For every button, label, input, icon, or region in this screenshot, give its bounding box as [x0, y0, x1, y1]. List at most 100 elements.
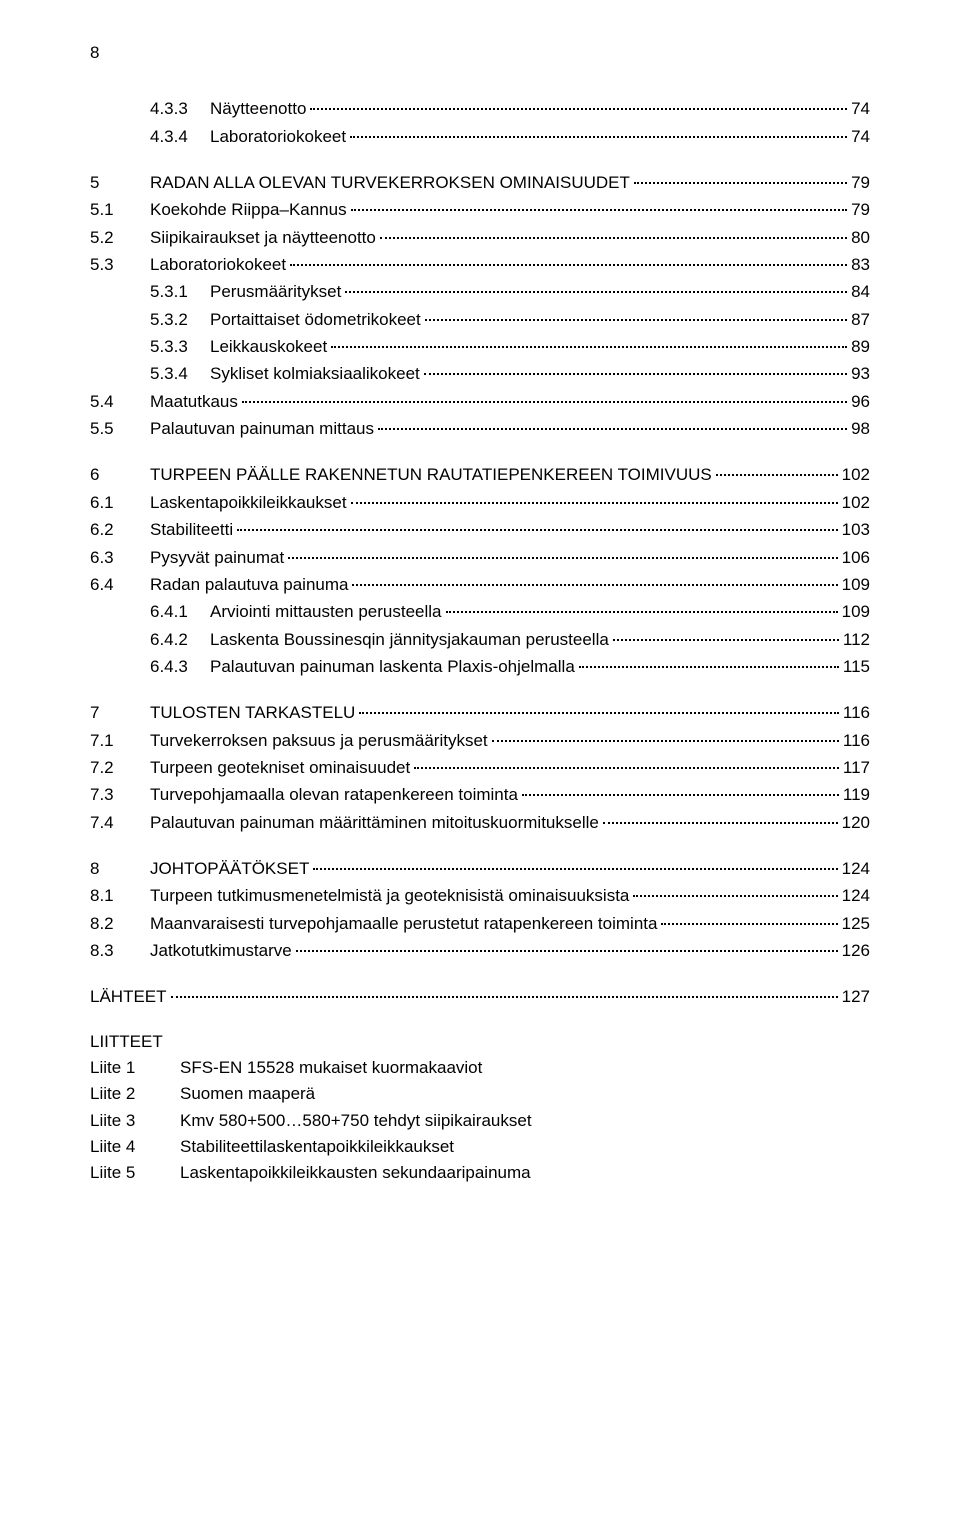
toc-number: 6.2: [90, 517, 150, 543]
toc-page: 119: [843, 782, 870, 808]
toc-entry: 5.1Koekohde Riippa–Kannus 79: [90, 197, 870, 223]
liite-label: Liite 4: [90, 1134, 180, 1160]
toc-title: Jatkotutkimustarve: [150, 938, 292, 964]
leader: [310, 108, 847, 110]
toc-number: 4.3.4: [150, 124, 210, 150]
liite-text: Kmv 580+500…580+750 tehdyt siipikairauks…: [180, 1108, 532, 1134]
leader: [633, 895, 837, 897]
liite-row: Liite 1SFS-EN 15528 mukaiset kuormakaavi…: [90, 1055, 870, 1081]
toc-number: 5.3: [90, 252, 150, 278]
liite-row: Liite 5Laskentapoikkileikkausten sekunda…: [90, 1160, 870, 1186]
toc-number: 5.3.1: [150, 279, 210, 305]
toc-page: 84: [851, 279, 870, 305]
leader: [351, 209, 847, 211]
toc-page: 117: [843, 755, 870, 781]
leader: [522, 794, 839, 796]
toc-entry: 6.3Pysyvät painumat106: [90, 545, 870, 571]
toc-title: Perusmääritykset: [210, 279, 341, 305]
toc-title: Laskentapoikkileikkaukset: [150, 490, 347, 516]
toc-page: 89: [851, 334, 870, 360]
toc-number: 5.3.2: [150, 307, 210, 333]
leader: [414, 767, 839, 769]
leader: [716, 474, 838, 476]
toc-entry: 6TURPEEN PÄÄLLE RAKENNETUN RAUTATIEPENKE…: [90, 462, 870, 488]
toc-title: Portaittaiset ödometrikokeet: [210, 307, 421, 333]
toc-page: 112: [843, 627, 870, 653]
toc-number: 5.4: [90, 389, 150, 415]
toc-number: 5: [90, 170, 150, 196]
toc-entry: 6.4.2Laskenta Boussinesqin jännitysjakau…: [90, 627, 870, 653]
leader: [378, 428, 847, 430]
toc-title: TURPEEN PÄÄLLE RAKENNETUN RAUTATIEPENKER…: [150, 462, 712, 488]
liitteet-heading: LIITTEET: [90, 1029, 870, 1055]
toc-title: Siipikairaukset ja näytteenotto: [150, 225, 376, 251]
toc-page: 126: [842, 938, 870, 964]
liite-text: Suomen maaperä: [180, 1081, 315, 1107]
toc-page: 124: [842, 856, 870, 882]
liitteet-list: Liite 1SFS-EN 15528 mukaiset kuormakaavi…: [90, 1055, 870, 1187]
toc-number: 6.1: [90, 490, 150, 516]
toc-title: Turvekerroksen paksuus ja perusmäärityks…: [150, 728, 488, 754]
toc-title: Pysyvät painumat: [150, 545, 284, 571]
toc-number: 5.1: [90, 197, 150, 223]
liite-label: Liite 3: [90, 1108, 180, 1134]
toc-page: 116: [843, 728, 870, 754]
toc-page: 93: [851, 361, 870, 387]
leader: [613, 639, 839, 641]
leader: [290, 264, 847, 266]
leader: [352, 584, 837, 586]
liite-row: Liite 4Stabiliteettilaskentapoikkileikka…: [90, 1134, 870, 1160]
toc-number: 7.4: [90, 810, 150, 836]
toc-number: 7: [90, 700, 150, 726]
toc-number: 8.1: [90, 883, 150, 909]
toc-title: Turpeen tutkimusmenetelmistä ja geotekni…: [150, 883, 629, 909]
toc-number: 8.3: [90, 938, 150, 964]
toc-page: 87: [851, 307, 870, 333]
liite-text: Stabiliteettilaskentapoikkileikkaukset: [180, 1134, 454, 1160]
toc-entry: 4.3.3Näytteenotto74: [90, 96, 870, 122]
toc-number: 7.2: [90, 755, 150, 781]
toc-page: 125: [842, 911, 870, 937]
lahteet-title: LÄHTEET: [90, 984, 167, 1010]
toc-entry: 5.3.1Perusmääritykset 84: [90, 279, 870, 305]
leader: [351, 502, 838, 504]
toc-page: 103: [842, 517, 870, 543]
leader: [331, 346, 847, 348]
lahteet-page: 127: [842, 984, 870, 1010]
leader: [359, 712, 839, 714]
toc-entry: 7.1Turvekerroksen paksuus ja perusmäärit…: [90, 728, 870, 754]
toc-title: Stabiliteetti: [150, 517, 233, 543]
toc-number: 8: [90, 856, 150, 882]
toc-entry: 5.3Laboratoriokokeet83: [90, 252, 870, 278]
toc-entry: 6.4Radan palautuva painuma109: [90, 572, 870, 598]
toc-number: 4.3.3: [150, 96, 210, 122]
toc-title: JOHTOPÄÄTÖKSET: [150, 856, 309, 882]
toc-title: Turvepohjamaalla olevan ratapenkereen to…: [150, 782, 518, 808]
toc-number: 5.3.3: [150, 334, 210, 360]
toc-page: 80: [851, 225, 870, 251]
liite-label: Liite 5: [90, 1160, 180, 1186]
toc-entry: 6.1Laskentapoikkileikkaukset102: [90, 490, 870, 516]
toc-title: Maanvaraisesti turvepohjamaalle perustet…: [150, 911, 657, 937]
toc-number: 5.2: [90, 225, 150, 251]
toc-number: 7.3: [90, 782, 150, 808]
toc-entry: 5.2Siipikairaukset ja näytteenotto 80: [90, 225, 870, 251]
toc-page: 120: [842, 810, 870, 836]
toc-entry: 5RADAN ALLA OLEVAN TURVEKERROKSEN OMINAI…: [90, 170, 870, 196]
toc-page: 102: [842, 462, 870, 488]
toc-title: Koekohde Riippa–Kannus: [150, 197, 347, 223]
leader: [661, 923, 837, 925]
toc-entry: 8.3Jatkotutkimustarve 126: [90, 938, 870, 964]
toc-page: 109: [842, 599, 870, 625]
lahteet-row: LÄHTEET 127: [90, 984, 870, 1010]
leader: [313, 868, 837, 870]
toc-number: 5.3.4: [150, 361, 210, 387]
toc-page: 115: [843, 654, 870, 680]
toc-entry: 5.4Maatutkaus96: [90, 389, 870, 415]
toc-number: 6.4.1: [150, 599, 210, 625]
toc-title: Arviointi mittausten perusteella: [210, 599, 442, 625]
toc-page: 79: [851, 197, 870, 223]
toc-entry: 5.3.4Sykliset kolmiaksiaalikokeet93: [90, 361, 870, 387]
toc-title: Palautuvan painuman määrittäminen mitoit…: [150, 810, 599, 836]
toc-list: 4.3.3Näytteenotto744.3.4Laboratoriokokee…: [90, 96, 870, 964]
